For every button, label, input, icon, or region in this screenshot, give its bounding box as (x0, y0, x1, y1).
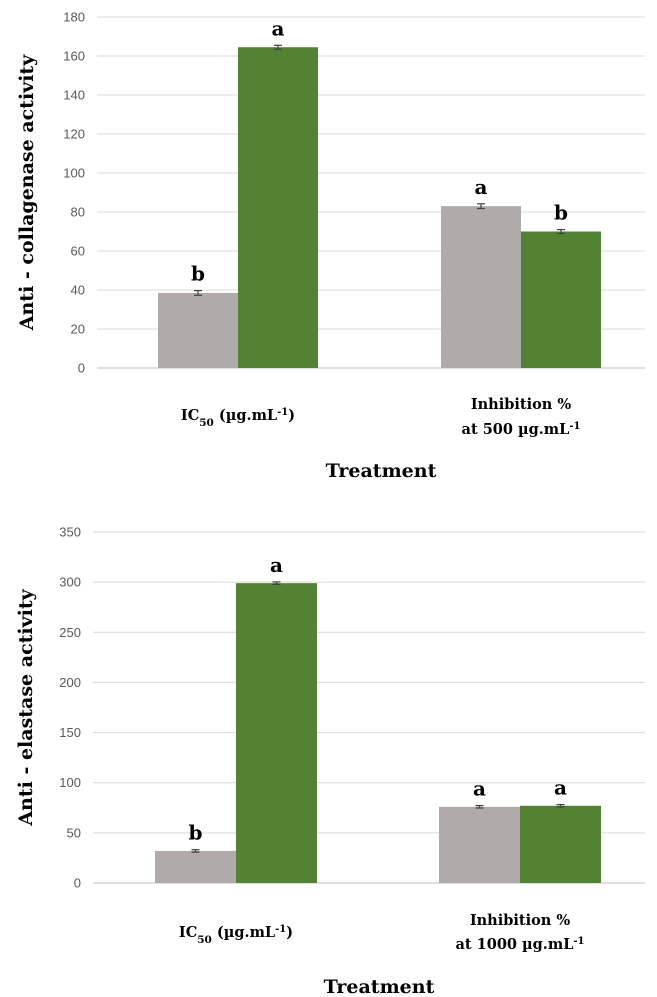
x-axis-title: Treatment (324, 976, 435, 997)
bar (155, 850, 236, 883)
significance-label: a (473, 777, 486, 801)
y-tick-label: 200 (59, 675, 81, 690)
x-category-label: Inhibition % (471, 396, 571, 413)
x-category-label: IC50 (µg.mL-1) (179, 924, 293, 947)
bar (520, 805, 601, 883)
y-tick-label: 80 (71, 205, 85, 220)
anti-collagenase-chart: 0 20 40 60 80 100 120 140 160 180 b a a b IC50 (µg.mL-… (16, 10, 645, 482)
x-axis-title: Treatment (326, 460, 437, 482)
y-tick-label: 250 (59, 625, 81, 640)
y-tick-label: 100 (59, 775, 81, 790)
y-tick-label: 0 (78, 361, 85, 376)
y-tick-label: 160 (63, 49, 85, 64)
x-category-label: Inhibition % (470, 912, 570, 929)
y-tick-label: 150 (59, 725, 81, 740)
y-tick-label: 50 (67, 825, 81, 840)
y-tick-label: 120 (63, 127, 85, 142)
significance-label: a (270, 553, 283, 577)
x-category-label-line2: at 500 µg.mL-1 (462, 421, 581, 439)
significance-label: a (554, 776, 567, 800)
bar (158, 292, 238, 368)
y-tick-label: 40 (71, 283, 85, 298)
bar (521, 231, 601, 368)
x-category-label-line2: at 1000 µg.mL-1 (456, 936, 585, 954)
y-tick-label: 100 (63, 166, 85, 181)
bar (238, 47, 318, 368)
y-tick-label: 180 (63, 10, 85, 25)
y-tick-label: 140 (63, 88, 85, 103)
y-axis-title: Anti - collagenase activity (16, 54, 38, 331)
significance-label: a (475, 175, 488, 199)
y-tick-label: 20 (71, 322, 85, 337)
significance-label: b (554, 201, 568, 225)
y-axis-title: Anti - elastase activity (15, 588, 37, 826)
y-tick-label: 300 (59, 575, 81, 590)
x-category-label: IC50 (µg.mL-1) (181, 407, 295, 430)
significance-label: b (191, 262, 205, 286)
y-tick-label: 350 (59, 525, 81, 540)
bar (236, 583, 317, 883)
significance-label: b (189, 821, 203, 845)
y-tick-label: 0 (74, 876, 81, 891)
significance-label: a (272, 16, 285, 40)
bar (439, 806, 520, 883)
y-tick-label: 60 (71, 244, 85, 259)
bar (441, 206, 521, 368)
anti-elastase-chart: 0 50 100 150 200 250 300 350 b a a a IC50 (µg.mL-1) I… (15, 525, 645, 997)
